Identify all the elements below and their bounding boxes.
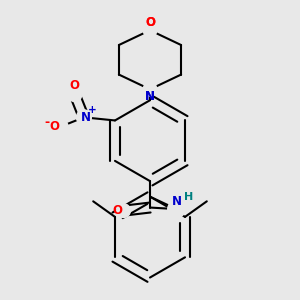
- Circle shape: [168, 200, 185, 218]
- Text: N: N: [145, 90, 155, 103]
- Circle shape: [143, 23, 157, 37]
- Text: +: +: [88, 106, 97, 116]
- Text: N: N: [80, 111, 90, 124]
- Text: O: O: [70, 80, 80, 92]
- Text: O: O: [145, 16, 155, 29]
- Text: N: N: [171, 195, 182, 208]
- Circle shape: [117, 204, 130, 218]
- Circle shape: [53, 119, 68, 134]
- Text: O: O: [112, 204, 122, 217]
- Circle shape: [143, 82, 157, 96]
- Circle shape: [67, 86, 82, 101]
- Text: O: O: [49, 120, 59, 133]
- Text: -: -: [44, 116, 49, 128]
- Circle shape: [76, 110, 91, 125]
- Text: O: O: [145, 16, 155, 29]
- Text: H: H: [184, 192, 193, 202]
- Text: N: N: [145, 90, 155, 103]
